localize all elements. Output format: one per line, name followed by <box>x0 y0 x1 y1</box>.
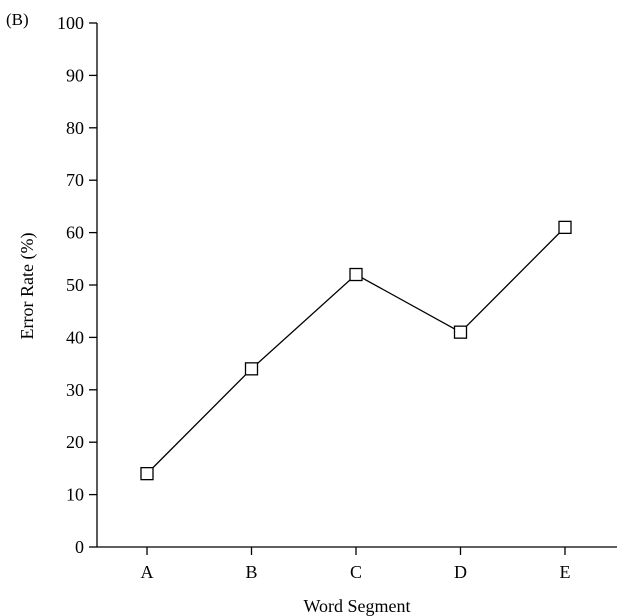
x-axis: A B C D E <box>97 546 617 582</box>
y-tick-label: 40 <box>66 327 84 347</box>
series-line <box>146 226 566 475</box>
data-point <box>453 325 468 339</box>
y-tick-label: 90 <box>66 65 84 85</box>
y-tick-label: 80 <box>66 118 84 138</box>
data-point <box>140 466 154 481</box>
data-point <box>558 220 572 235</box>
x-tick-label: D <box>454 562 467 582</box>
x-tick-label: C <box>350 562 362 582</box>
y-tick-label: 60 <box>66 223 84 243</box>
y-tick-label: 70 <box>66 170 84 190</box>
y-axis: 0 10 20 30 40 50 60 70 80 90 100 <box>57 13 98 557</box>
y-tick-label: 30 <box>66 380 84 400</box>
y-axis-label: Error Rate (%) <box>17 233 38 340</box>
x-tick-label: A <box>141 562 154 582</box>
y-tick-label: 100 <box>57 13 84 33</box>
y-tick-label: 0 <box>75 537 84 557</box>
data-point <box>244 362 259 376</box>
y-tick-label: 10 <box>66 485 84 505</box>
x-axis-label: Word Segment <box>303 596 410 616</box>
series-layer <box>140 220 572 481</box>
y-tick-label: 50 <box>66 275 84 295</box>
x-tick-label: E <box>560 562 571 582</box>
panel-label: (B) <box>6 10 29 29</box>
x-tick-label: B <box>245 562 257 582</box>
data-point <box>349 267 363 282</box>
y-tick-label: 20 <box>66 432 84 452</box>
